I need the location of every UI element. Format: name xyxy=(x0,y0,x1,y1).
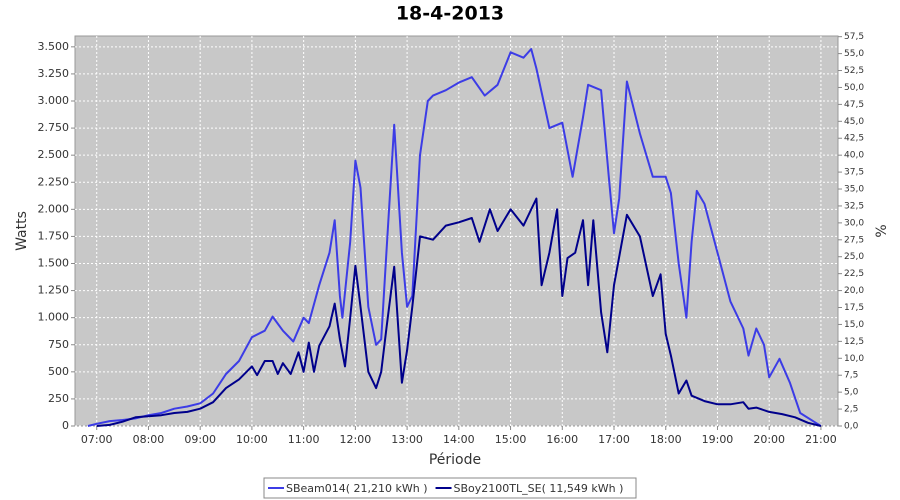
legend-label: SBoy2100TL_SE( 11,549 kWh ) xyxy=(454,482,624,495)
y2-tick-label: 35,0 xyxy=(844,185,864,195)
x-tick-label: 16:00 xyxy=(546,433,578,446)
y2-tick-label: 52,5 xyxy=(844,66,864,76)
x-tick-label: 20:00 xyxy=(753,433,785,446)
series-line xyxy=(87,48,822,427)
y2-tick-label: 50,0 xyxy=(844,83,864,93)
y-tick-label: 3.000 xyxy=(38,94,70,107)
y2-tick-label: 30,0 xyxy=(844,218,864,228)
y2-tick-label: 20,0 xyxy=(844,286,864,296)
y2-tick-label: 45,0 xyxy=(844,117,864,127)
y2-tick-label: 0,0 xyxy=(844,422,859,432)
y2-tick-label: 22,5 xyxy=(844,269,864,279)
y2-tick-label: 15,0 xyxy=(844,320,864,330)
y2-tick-label: 12,5 xyxy=(844,337,864,347)
y2-tick-label: 25,0 xyxy=(844,252,864,262)
y-tick-label: 250 xyxy=(48,392,69,405)
x-tick-label: 21:00 xyxy=(805,433,837,446)
x-tick-label: 07:00 xyxy=(81,433,113,446)
x-tick-label: 10:00 xyxy=(236,433,268,446)
y-tick-label: 3.500 xyxy=(38,40,70,53)
plot-area xyxy=(74,35,839,427)
y-tick-label: 2.500 xyxy=(38,148,70,161)
y2-tick-label: 37,5 xyxy=(844,168,864,178)
series-line xyxy=(96,197,822,427)
x-tick-label: 13:00 xyxy=(391,433,423,446)
y2-tick-label: 27,5 xyxy=(844,235,864,245)
x-tick-label: 19:00 xyxy=(702,433,734,446)
y2-axis-label: % xyxy=(874,224,890,237)
x-tick-label: 11:00 xyxy=(288,433,320,446)
x-tick-label: 17:00 xyxy=(598,433,630,446)
y-tick-label: 1.250 xyxy=(38,284,70,297)
y2-tick-label: 2,5 xyxy=(844,405,858,415)
x-tick-label: 18:00 xyxy=(650,433,682,446)
y2-tick-label: 32,5 xyxy=(844,201,864,211)
y2-tick-label: 47,5 xyxy=(844,100,864,110)
legend-label: SBeam014( 21,210 kWh ) xyxy=(286,482,428,495)
y-tick-label: 2.000 xyxy=(38,202,70,215)
x-axis-label: Période xyxy=(429,452,481,468)
y2-tick-label: 40,0 xyxy=(844,151,864,161)
y-axis-label: Watts xyxy=(14,211,30,251)
x-tick-label: 14:00 xyxy=(443,433,475,446)
y2-tick-label: 5,0 xyxy=(844,388,859,398)
y2-tick-label: 7,5 xyxy=(844,371,858,381)
y2-tick-label: 42,5 xyxy=(844,134,864,144)
x-tick-label: 08:00 xyxy=(133,433,165,446)
y-tick-label: 3.250 xyxy=(38,67,70,80)
x-tick-label: 09:00 xyxy=(184,433,216,446)
y2-tick-label: 17,5 xyxy=(844,303,864,313)
y2-tick-label: 57,5 xyxy=(844,32,864,42)
y-tick-label: 750 xyxy=(48,338,69,351)
y2-tick-label: 10,0 xyxy=(844,354,864,364)
y-tick-label: 1.750 xyxy=(38,229,70,242)
x-tick-label: 12:00 xyxy=(340,433,372,446)
y-tick-label: 0 xyxy=(62,419,69,432)
y-tick-label: 2.750 xyxy=(38,121,70,134)
chart-title: 18-4-2013 xyxy=(396,3,504,25)
y2-tick-label: 55,0 xyxy=(844,49,864,59)
x-tick-label: 15:00 xyxy=(495,433,527,446)
y-tick-label: 500 xyxy=(48,365,69,378)
y-tick-label: 1.000 xyxy=(38,311,70,324)
y-tick-label: 2.250 xyxy=(38,175,70,188)
y-tick-label: 1.500 xyxy=(38,257,70,270)
